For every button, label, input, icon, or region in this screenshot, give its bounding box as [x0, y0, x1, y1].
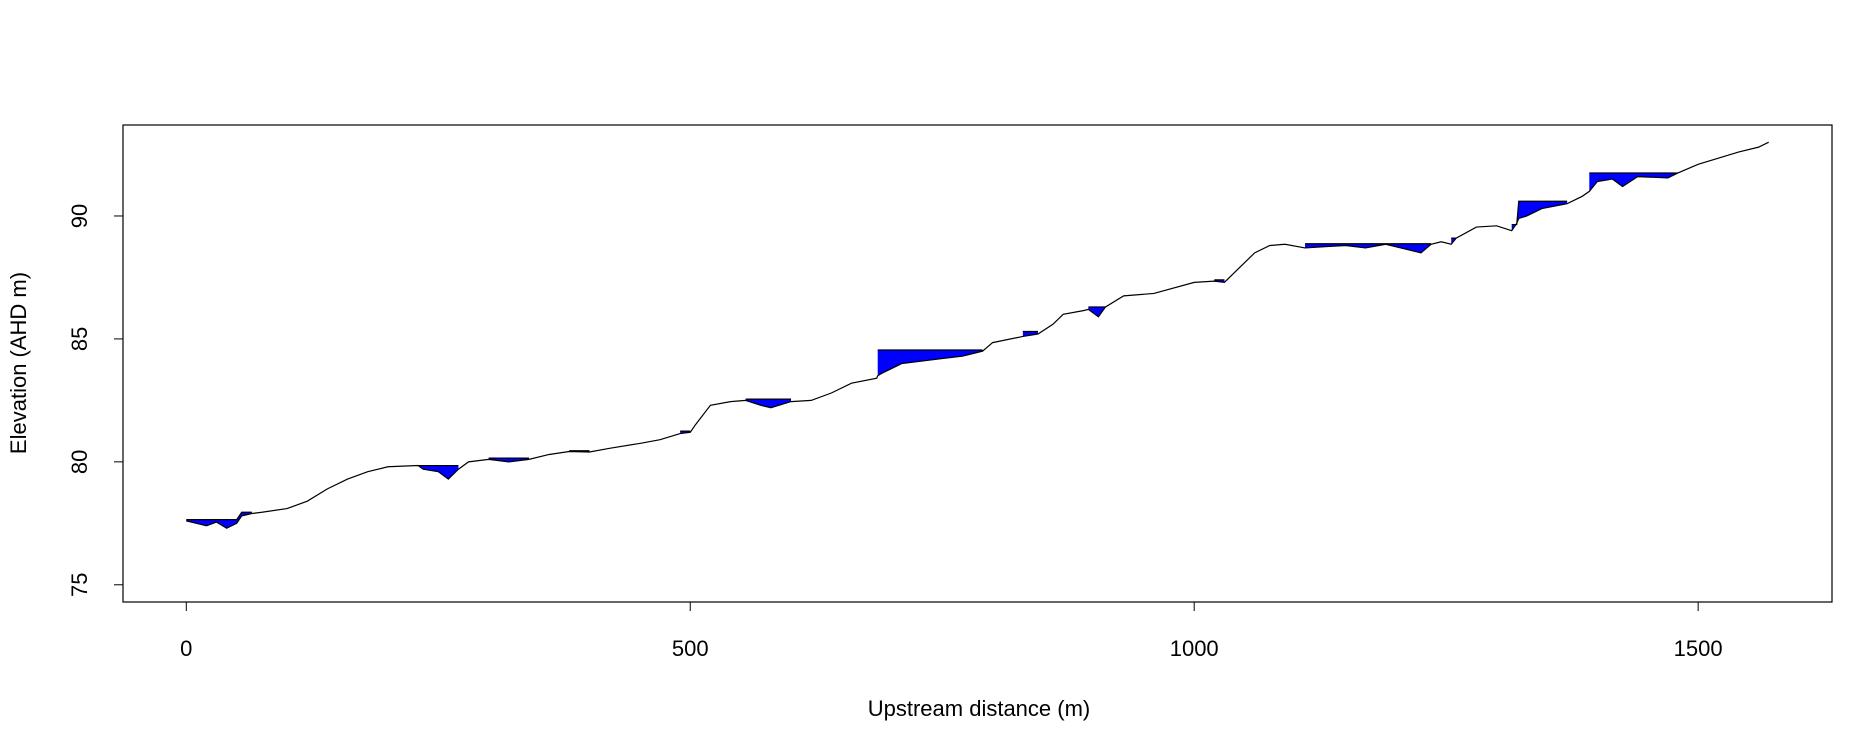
pool-fill [488, 458, 529, 462]
pool-fill [1088, 306, 1106, 317]
water-surface-line [186, 172, 1678, 521]
pool-fill [1022, 331, 1038, 337]
y-tick-label: 80 [67, 450, 92, 474]
pool-fill [1511, 201, 1568, 231]
pool-fill [1305, 243, 1432, 253]
pool-fill [1589, 172, 1678, 192]
y-tick-label: 85 [67, 327, 92, 351]
y-axis-label: Elevation (AHD m) [6, 272, 31, 454]
x-axis-label: Upstream distance (m) [868, 696, 1091, 721]
pool-fill [745, 399, 792, 408]
y-tick-label: 90 [67, 204, 92, 228]
x-tick-label: 500 [672, 636, 709, 661]
pool-fill [877, 349, 983, 376]
pool-fill [418, 465, 459, 480]
x-tick-label: 1500 [1674, 636, 1723, 661]
plot-box [122, 124, 1833, 603]
pool-fill [186, 512, 252, 529]
x-tick-label: 1000 [1170, 636, 1219, 661]
x-tick-label: 0 [180, 636, 192, 661]
bed-line [186, 141, 1769, 529]
y-tick-label: 75 [67, 573, 92, 597]
